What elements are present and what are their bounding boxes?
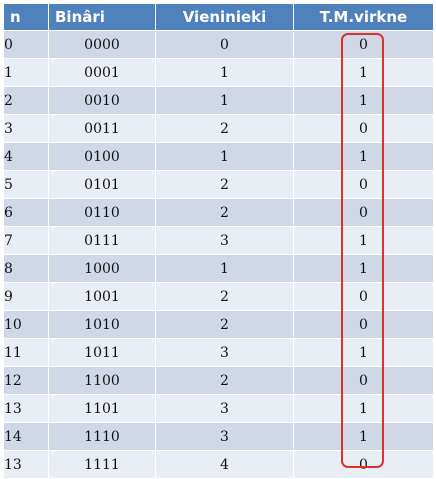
cell-ones-count: 1 xyxy=(155,86,294,115)
cell-n: 7 xyxy=(3,226,49,255)
cell-binary: 0011 xyxy=(48,114,156,143)
cell-n: 14 xyxy=(3,422,49,451)
cell-n: 13 xyxy=(3,394,49,423)
header-tm-sequence: T.M.virkne xyxy=(293,3,434,31)
cell-tm-value: 1 xyxy=(293,338,434,367)
cell-binary: 1011 xyxy=(48,338,156,367)
header-row: n Binâri Vieninieki T.M.virkne xyxy=(3,3,434,31)
cell-tm-value: 1 xyxy=(293,142,434,171)
cell-n: 11 xyxy=(3,338,49,367)
cell-n: 8 xyxy=(3,254,49,283)
cell-n: 6 xyxy=(3,198,49,227)
cell-binary: 1001 xyxy=(48,282,156,311)
thue-morse-table: n Binâri Vieninieki T.M.virkne 0 0000 0 0 1 0… xyxy=(3,3,434,479)
cell-n: 9 xyxy=(3,282,49,311)
cell-ones-count: 2 xyxy=(155,170,294,199)
header-n: n xyxy=(3,3,49,31)
cell-ones-count: 1 xyxy=(155,58,294,87)
table-row: 13 1111 4 0 xyxy=(3,450,434,479)
cell-tm-value: 1 xyxy=(293,254,434,283)
cell-binary: 0111 xyxy=(48,226,156,255)
cell-n: 1 xyxy=(3,58,49,87)
header-binary: Binâri xyxy=(48,3,156,31)
cell-binary: 0101 xyxy=(48,170,156,199)
table-row: 8 1000 1 1 xyxy=(3,254,434,283)
table-row: 6 0110 2 0 xyxy=(3,198,434,227)
cell-tm-value: 1 xyxy=(293,86,434,115)
cell-ones-count: 3 xyxy=(155,338,294,367)
table-row: 7 0111 3 1 xyxy=(3,226,434,255)
cell-ones-count: 2 xyxy=(155,198,294,227)
table-row: 14 1110 3 1 xyxy=(3,422,434,451)
table-row: 3 0011 2 0 xyxy=(3,114,434,143)
table-row: 9 1001 2 0 xyxy=(3,282,434,311)
cell-ones-count: 0 xyxy=(155,30,294,59)
cell-tm-value: 0 xyxy=(293,450,434,479)
cell-n: 0 xyxy=(3,30,49,59)
table-body: 0 0000 0 0 1 0001 1 1 2 0010 1 1 3 0011 2 0 4 0100 1 1 5 0101… xyxy=(3,30,434,479)
table-row: 2 0010 1 1 xyxy=(3,86,434,115)
table-row: 0 0000 0 0 xyxy=(3,30,434,59)
table-row: 4 0100 1 1 xyxy=(3,142,434,171)
cell-n: 10 xyxy=(3,310,49,339)
table-row: 10 1010 2 0 xyxy=(3,310,434,339)
cell-binary: 1000 xyxy=(48,254,156,283)
cell-binary: 0100 xyxy=(48,142,156,171)
cell-binary: 1010 xyxy=(48,310,156,339)
cell-ones-count: 2 xyxy=(155,282,294,311)
header-ones-count: Vieninieki xyxy=(155,3,294,31)
table-row: 12 1100 2 0 xyxy=(3,366,434,395)
cell-tm-value: 0 xyxy=(293,114,434,143)
cell-n: 5 xyxy=(3,170,49,199)
cell-ones-count: 2 xyxy=(155,310,294,339)
cell-tm-value: 1 xyxy=(293,394,434,423)
cell-ones-count: 2 xyxy=(155,114,294,143)
cell-binary: 0010 xyxy=(48,86,156,115)
cell-tm-value: 1 xyxy=(293,226,434,255)
cell-binary: 0000 xyxy=(48,30,156,59)
cell-ones-count: 3 xyxy=(155,422,294,451)
cell-ones-count: 2 xyxy=(155,366,294,395)
cell-n: 13 xyxy=(3,450,49,479)
cell-binary: 0110 xyxy=(48,198,156,227)
cell-tm-value: 1 xyxy=(293,58,434,87)
cell-tm-value: 1 xyxy=(293,422,434,451)
cell-n: 12 xyxy=(3,366,49,395)
cell-ones-count: 3 xyxy=(155,226,294,255)
cell-ones-count: 1 xyxy=(155,142,294,171)
cell-tm-value: 0 xyxy=(293,282,434,311)
cell-tm-value: 0 xyxy=(293,30,434,59)
cell-n: 3 xyxy=(3,114,49,143)
cell-binary: 1101 xyxy=(48,394,156,423)
table-row: 11 1011 3 1 xyxy=(3,338,434,367)
cell-tm-value: 0 xyxy=(293,366,434,395)
table-row: 1 0001 1 1 xyxy=(3,58,434,87)
cell-binary: 1111 xyxy=(48,450,156,479)
table-row: 13 1101 3 1 xyxy=(3,394,434,423)
cell-binary: 1100 xyxy=(48,366,156,395)
cell-binary: 0001 xyxy=(48,58,156,87)
cell-ones-count: 1 xyxy=(155,254,294,283)
cell-tm-value: 0 xyxy=(293,198,434,227)
cell-tm-value: 0 xyxy=(293,310,434,339)
cell-tm-value: 0 xyxy=(293,170,434,199)
cell-n: 4 xyxy=(3,142,49,171)
table-row: 5 0101 2 0 xyxy=(3,170,434,199)
cell-ones-count: 4 xyxy=(155,450,294,479)
cell-binary: 1110 xyxy=(48,422,156,451)
cell-n: 2 xyxy=(3,86,49,115)
cell-ones-count: 3 xyxy=(155,394,294,423)
